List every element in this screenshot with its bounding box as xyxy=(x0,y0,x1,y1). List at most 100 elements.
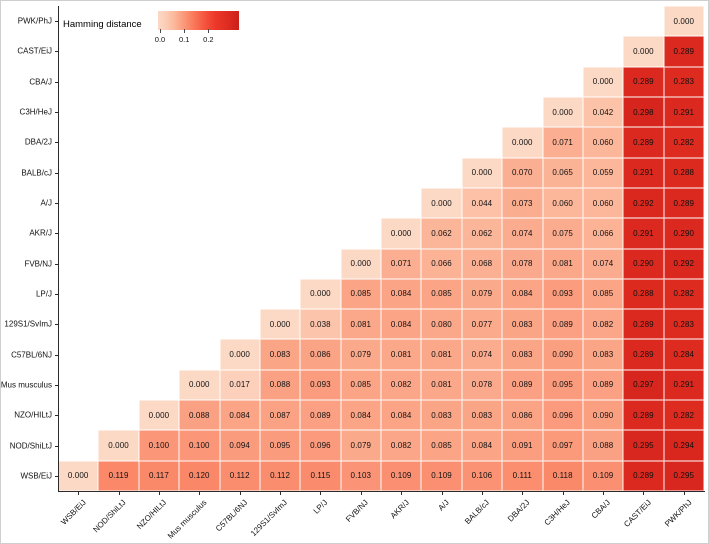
cell-value: 0.297 xyxy=(633,380,654,390)
cell-value: 0.096 xyxy=(552,410,573,420)
legend-tick xyxy=(184,29,186,33)
heatmap-cell: 0.091 xyxy=(502,430,543,461)
heatmap-cell: 0.000 xyxy=(623,36,664,67)
cell-value: 0.000 xyxy=(592,77,614,87)
cell-value: 0.000 xyxy=(229,350,250,360)
heatmap-cell: 0.295 xyxy=(623,430,664,461)
cell-value: 0.095 xyxy=(269,441,291,451)
cell-value: 0.083 xyxy=(471,410,493,420)
cell-value: 0.084 xyxy=(390,410,412,420)
cell-value: 0.112 xyxy=(229,471,250,481)
y-axis-tick xyxy=(55,415,58,416)
cell-value: 0.090 xyxy=(592,410,614,420)
heatmap-cell: 0.086 xyxy=(300,339,341,370)
heatmap-cell: 0.089 xyxy=(582,369,624,401)
legend-gradient-bar xyxy=(158,11,239,30)
heatmap-cell: 0.291 xyxy=(623,157,664,188)
cell-value: 0.083 xyxy=(512,350,533,360)
cell-value: 0.000 xyxy=(552,107,573,117)
heatmap-cell: 0.288 xyxy=(623,278,664,310)
y-axis-label: PWK/PhJ xyxy=(17,16,52,26)
x-axis-label-text: DBA/2J xyxy=(506,498,532,524)
y-axis-tick xyxy=(55,173,58,174)
cell-value: 0.088 xyxy=(269,380,291,390)
cell-value: 0.084 xyxy=(350,410,372,420)
cell-value: 0.119 xyxy=(108,471,129,481)
y-axis-label: FVB/NJ xyxy=(24,259,52,269)
cell-value: 0.000 xyxy=(471,168,493,178)
cell-value: 0.065 xyxy=(552,168,573,178)
heatmap-cell: 0.297 xyxy=(623,369,664,401)
heatmap-panel: 0.000 0.000 0.289 0.000 0.289 0.283 0.000 0.042… xyxy=(58,6,704,491)
heatmap-cell: 0.000 xyxy=(58,460,99,491)
cell-value: 0.295 xyxy=(673,471,695,481)
y-axis-line xyxy=(58,6,59,491)
heatmap-cell: 0.083 xyxy=(461,400,503,431)
heatmap-cell: 0.074 xyxy=(461,339,503,370)
heatmap-cell: 0.290 xyxy=(623,248,664,279)
x-axis-label-text: 129S1/SvImJ xyxy=(249,498,290,539)
y-axis-tick xyxy=(55,446,58,447)
x-axis-label-text: LP/J xyxy=(312,498,330,516)
cell-value: 0.060 xyxy=(552,198,573,208)
y-axis-tick xyxy=(55,112,58,113)
heatmap-cell: 0.112 xyxy=(259,460,301,491)
heatmap-cell: 0.079 xyxy=(461,278,503,310)
x-axis-label-text: C57BL/6NJ xyxy=(213,498,250,534)
cell-value: 0.109 xyxy=(390,471,412,481)
cell-value: 0.087 xyxy=(269,410,291,420)
x-axis-label-text: C3H/HeJ xyxy=(542,498,573,528)
heatmap-cell: 0.090 xyxy=(542,339,583,370)
cell-value: 0.109 xyxy=(431,471,452,481)
heatmap-cell: 0.090 xyxy=(582,400,624,431)
heatmap-cell: 0.289 xyxy=(623,127,664,158)
cell-value: 0.283 xyxy=(673,77,695,87)
y-axis-label: DBA/2J xyxy=(24,137,52,147)
cell-value: 0.100 xyxy=(189,441,210,451)
cell-value: 0.295 xyxy=(633,441,654,451)
x-axis-tick xyxy=(603,492,604,495)
cell-value: 0.000 xyxy=(673,16,695,26)
cell-value: 0.074 xyxy=(512,228,533,238)
cell-value: 0.089 xyxy=(592,380,614,390)
cell-value: 0.075 xyxy=(552,228,573,238)
x-axis-tick xyxy=(320,492,321,495)
heatmap-cell: 0.083 xyxy=(421,400,462,431)
heatmap-cell: 0.084 xyxy=(219,400,260,431)
cell-value: 0.080 xyxy=(431,319,452,329)
x-axis-label-text: Mus musculus xyxy=(166,498,209,541)
cell-value: 0.292 xyxy=(633,198,654,208)
heatmap-cell: 0.283 xyxy=(663,309,704,340)
cell-value: 0.289 xyxy=(633,137,654,147)
cell-value: 0.289 xyxy=(633,77,654,87)
heatmap-cell: 0.074 xyxy=(502,218,543,249)
cell-value: 0.042 xyxy=(592,107,614,117)
heatmap-cell: 0.077 xyxy=(461,309,503,340)
heatmap-cell: 0.282 xyxy=(663,400,704,431)
heatmap-cell: 0.084 xyxy=(502,278,543,310)
cell-value: 0.085 xyxy=(592,289,614,299)
heatmap-cell: 0.000 xyxy=(138,400,180,431)
heatmap-cell: 0.289 xyxy=(623,460,664,491)
heatmap-cell: 0.083 xyxy=(582,339,624,370)
heatmap-cell: 0.060 xyxy=(542,187,583,219)
legend-tick-label: 0.0 xyxy=(154,35,166,44)
heatmap-cell: 0.068 xyxy=(461,248,503,279)
legend-tick xyxy=(160,29,161,33)
cell-value: 0.112 xyxy=(270,471,291,481)
cell-value: 0.079 xyxy=(471,289,493,299)
heatmap-cell: 0.000 xyxy=(663,6,704,37)
heatmap-cell: 0.000 xyxy=(340,248,381,279)
cell-value: 0.060 xyxy=(592,198,614,208)
cell-value: 0.284 xyxy=(673,350,695,360)
x-axis-tick xyxy=(643,492,644,495)
heatmap-cell: 0.060 xyxy=(582,127,624,158)
heatmap-cell: 0.070 xyxy=(502,157,543,188)
heatmap-cell: 0.017 xyxy=(219,369,260,401)
cell-value: 0.117 xyxy=(148,471,169,481)
heatmap-cell: 0.289 xyxy=(663,187,704,219)
cell-value: 0.282 xyxy=(673,137,695,147)
cell-value: 0.000 xyxy=(512,137,533,147)
cell-value: 0.000 xyxy=(310,289,331,299)
heatmap-cell: 0.282 xyxy=(663,127,704,158)
